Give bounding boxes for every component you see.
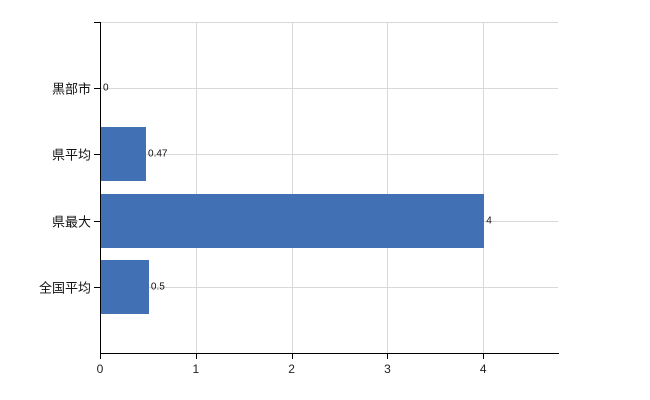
- plot-top-border: [100, 22, 558, 23]
- y-axis-tick: [94, 220, 100, 222]
- category-label-1: 黒部市: [51, 81, 91, 97]
- x-tick-label: 2: [288, 362, 295, 376]
- x-axis-tick: [291, 353, 293, 359]
- y-axis-tick: [94, 88, 100, 90]
- x-axis-tick: [100, 353, 101, 359]
- bar-2[interactable]: [101, 127, 147, 182]
- gridline-vertical: [291, 22, 293, 353]
- x-tick-label: 3: [384, 362, 391, 376]
- y-axis-tick: [94, 154, 100, 156]
- x-axis-tick: [195, 353, 197, 359]
- bar-value-label: 4: [486, 215, 492, 227]
- x-axis-tick: [483, 353, 485, 359]
- gridline-vertical: [483, 22, 485, 353]
- x-tick-label: 4: [479, 362, 487, 376]
- gridline-vertical: [387, 22, 389, 353]
- y-axis-line: [100, 22, 101, 353]
- category-label-3: 県最大: [51, 214, 91, 230]
- category-label-2: 県平均: [51, 147, 91, 163]
- x-axis-line: [100, 353, 559, 354]
- x-axis-tick: [387, 353, 389, 359]
- category-label-4: 全国平均: [38, 280, 91, 296]
- bar-value-label: 0: [103, 82, 109, 94]
- bar-4[interactable]: [101, 259, 149, 314]
- x-tick-label: 0: [96, 362, 104, 376]
- gridline-horizontal: [100, 154, 558, 156]
- gridline-vertical: [195, 22, 197, 353]
- bar-value-label: 0.5: [150, 281, 165, 293]
- gridline-horizontal: [100, 88, 558, 90]
- y-axis-tick: [94, 22, 100, 23]
- x-tick-label: 1: [192, 362, 200, 376]
- gridline-horizontal: [100, 286, 558, 288]
- bar-3[interactable]: [101, 193, 485, 248]
- y-axis-tick: [94, 286, 100, 288]
- bar-value-label: 0.47: [148, 148, 168, 160]
